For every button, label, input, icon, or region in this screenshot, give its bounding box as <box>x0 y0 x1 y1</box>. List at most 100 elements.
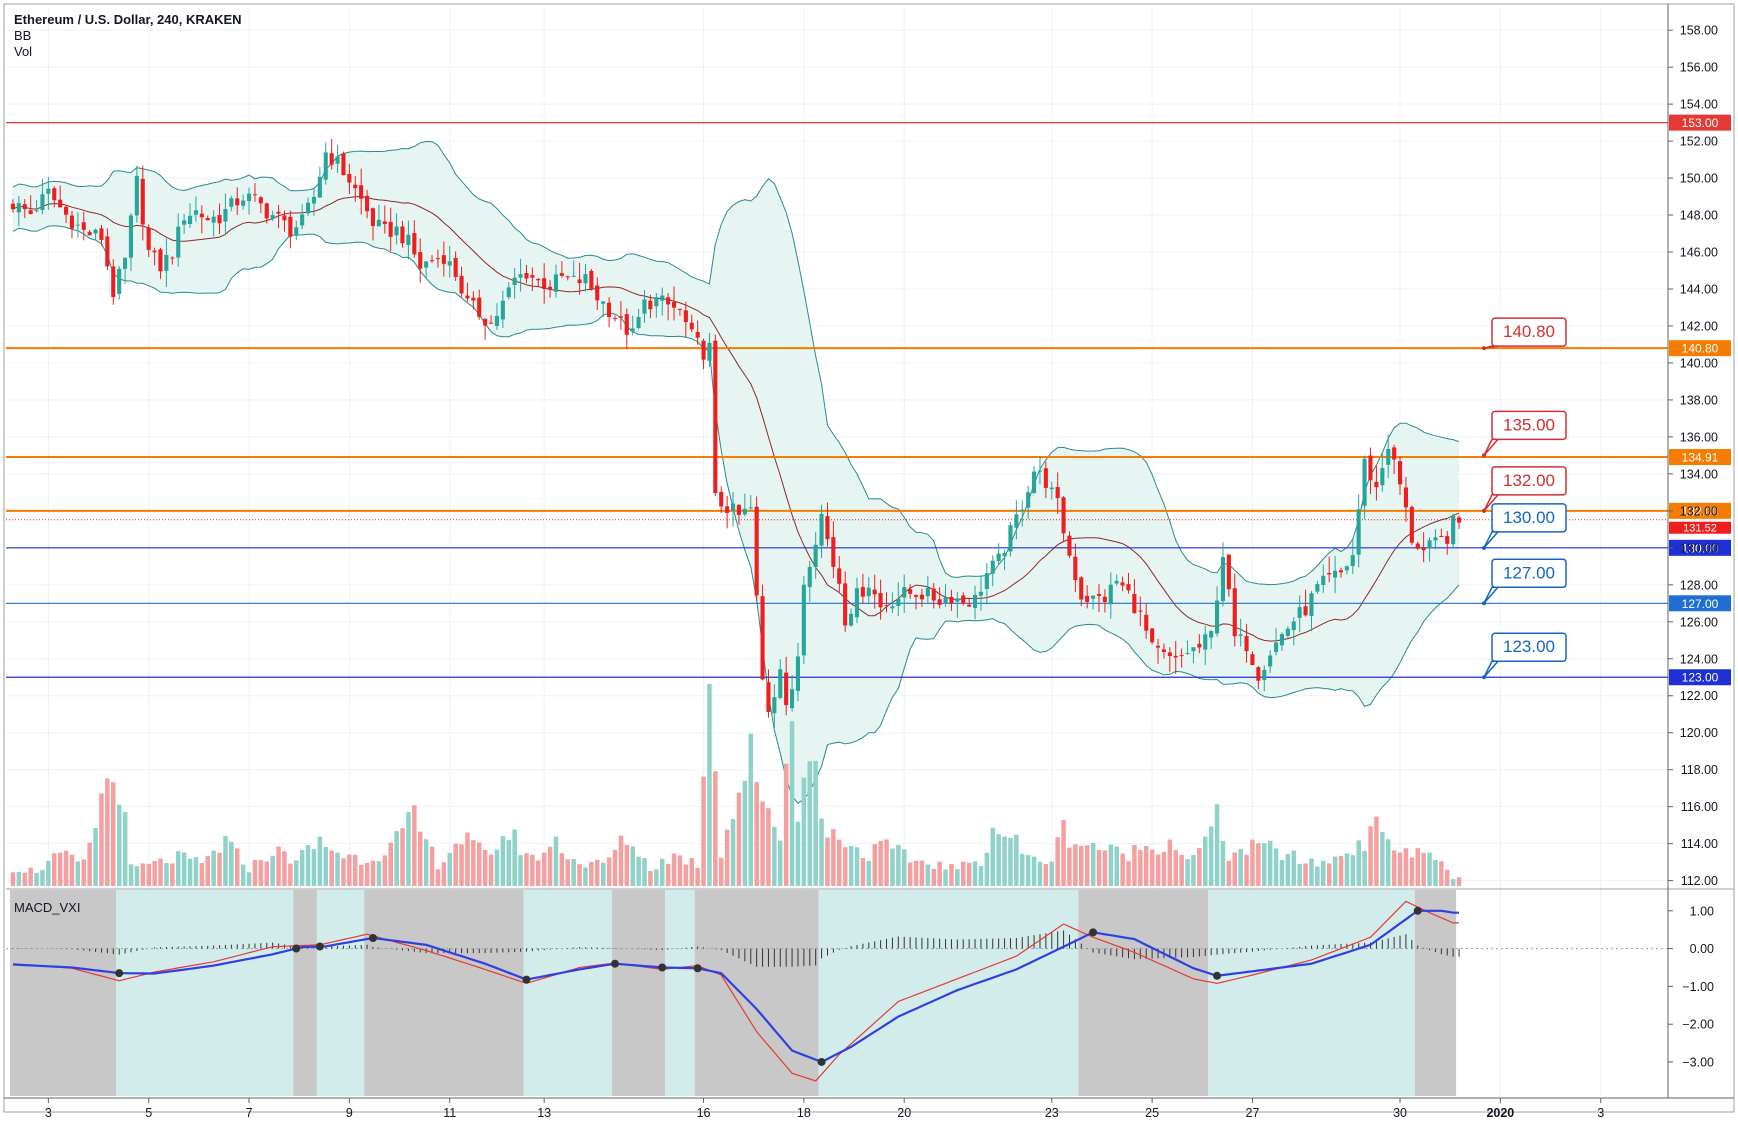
volume-bar <box>1427 852 1432 886</box>
price-tick-label: 128.00 <box>1680 578 1718 592</box>
price-tick-label: 142.00 <box>1680 319 1718 333</box>
volume-bar <box>848 846 854 886</box>
candle-body <box>542 278 547 289</box>
volume-bar <box>1114 846 1119 886</box>
candle-body <box>152 250 157 253</box>
candle-body <box>642 299 647 314</box>
volume-bar <box>1356 840 1361 886</box>
regime-gray <box>293 890 317 1096</box>
volume-bars <box>10 683 1462 886</box>
candles <box>10 138 1462 729</box>
candle-body <box>1333 570 1338 578</box>
candle-body <box>1226 554 1231 590</box>
last-price-tag: 131.52 <box>1683 523 1717 535</box>
volume-bar <box>843 847 848 886</box>
volume-bar <box>16 871 22 886</box>
volume-bar <box>1055 837 1060 886</box>
volume-bar <box>1126 861 1131 886</box>
volume-bar <box>40 869 45 886</box>
candle-body <box>748 507 753 509</box>
horizontal-levels[interactable]: 153.00 140.80 134.91 132.00 130.00 127.00 123.… <box>6 114 1731 686</box>
callout-label-127.00: 127.00 <box>1503 563 1555 582</box>
candle-body <box>1356 509 1361 555</box>
candle-body <box>134 175 139 216</box>
callout-anchor-127.00 <box>1482 601 1486 606</box>
volume-bar <box>1226 860 1232 886</box>
time-tick-label: 11 <box>443 1106 456 1120</box>
time-tick-label: 9 <box>346 1106 353 1120</box>
candle-body <box>736 504 741 515</box>
volume-bar <box>547 846 553 886</box>
volume-bar <box>789 721 795 886</box>
price-tick-label: 114.00 <box>1681 837 1718 851</box>
volume-bar <box>500 836 506 886</box>
candle-body <box>1439 536 1444 537</box>
volume-bar <box>1197 848 1202 886</box>
candle-body <box>701 340 706 360</box>
volume-bar <box>1256 843 1261 886</box>
candle-body <box>648 300 653 310</box>
candle-body <box>1274 642 1279 652</box>
candle-body <box>111 266 116 298</box>
volume-bar <box>1014 834 1019 886</box>
candle-body <box>394 226 399 236</box>
volume-bar <box>589 862 594 886</box>
candle-body <box>1079 577 1084 600</box>
candle-body <box>64 206 69 215</box>
candle-body <box>75 224 80 226</box>
candle-body <box>731 503 736 512</box>
volume-bar <box>1185 859 1190 886</box>
regime-gray <box>612 890 666 1096</box>
volume-bar <box>305 845 311 886</box>
price-tick-label: 116.00 <box>1681 800 1718 814</box>
volume-bar <box>1386 839 1391 886</box>
level-tag-bg-132.00 <box>1669 502 1731 519</box>
volume-bar <box>1138 850 1143 886</box>
volume-bar <box>1273 848 1279 886</box>
candle-body <box>1445 536 1450 544</box>
candle-body <box>801 584 806 656</box>
price-tick-label: 152.00 <box>1680 135 1718 149</box>
candle-body <box>672 301 677 308</box>
volume-bar <box>890 848 895 886</box>
candle-body <box>518 274 523 278</box>
volume-bar <box>193 857 199 886</box>
volume-bar <box>1096 849 1102 886</box>
price-tick-label: 150.00 <box>1680 172 1718 186</box>
volume-bar <box>937 861 942 886</box>
volume-bar <box>518 855 523 886</box>
time-tick-label: 23 <box>1045 1106 1059 1120</box>
macd-cross-dot <box>115 969 124 978</box>
callout-anchor-140.80 <box>1482 346 1486 351</box>
candle-body <box>754 506 759 596</box>
volume-bar <box>913 860 919 886</box>
candle-body <box>146 227 151 250</box>
volume-bar <box>311 849 317 886</box>
candle-body <box>1279 634 1284 646</box>
candle-body <box>914 594 919 597</box>
volume-bar <box>854 847 860 886</box>
volume-bar <box>872 844 877 886</box>
candle-body <box>1344 566 1349 571</box>
volume-bar <box>1155 854 1161 886</box>
volume-bar <box>719 857 724 886</box>
candle-body <box>1108 584 1113 605</box>
callout-box-135.00 <box>1491 410 1567 441</box>
callout-anchor-123.00 <box>1482 675 1486 680</box>
time-tick-label: 3 <box>1597 1106 1604 1120</box>
macd-cross-dot <box>611 959 619 968</box>
candle-body <box>866 587 871 597</box>
price-callouts[interactable]: 140.80 135.00 132.00 130.00 127.00 123.00 <box>1482 317 1567 680</box>
volume-bar <box>1315 866 1320 886</box>
level-tag-bg-127.00 <box>1669 595 1731 612</box>
volume-bar <box>760 801 765 886</box>
volume-bar <box>736 792 742 886</box>
price-tick-label: 138.00 <box>1680 393 1718 407</box>
volume-bar <box>1220 841 1226 886</box>
candle-body <box>1191 647 1196 652</box>
candle-body <box>925 588 930 597</box>
price-tick-label: 132.00 <box>1680 504 1718 518</box>
volume-bar <box>276 846 281 886</box>
